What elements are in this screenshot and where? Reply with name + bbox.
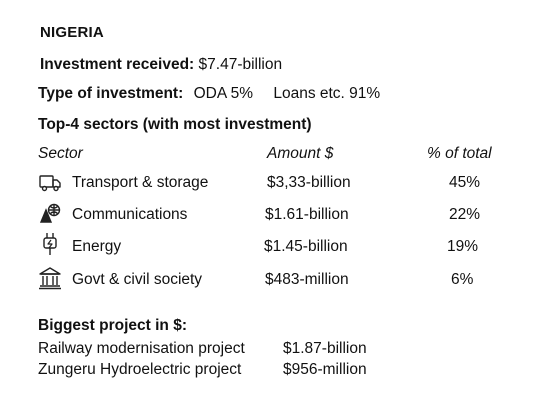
sectors-heading: Top-4 sectors (with most investment) — [38, 116, 312, 133]
government-building-icon — [38, 266, 62, 290]
column-header-sector: Sector — [38, 145, 83, 162]
loans-share: Loans etc. 91% — [273, 85, 381, 102]
oda-share: ODA 5% — [193, 85, 254, 102]
project-name: Railway modernisation project — [38, 340, 245, 357]
sector-percent: 22% — [449, 206, 481, 223]
investment-received-label: Investment received: — [40, 56, 195, 73]
column-header-percent: % of total — [427, 145, 492, 162]
project-name: Zungeru Hydroelectric project — [38, 361, 242, 378]
project-amount: $956-million — [283, 361, 367, 378]
sector-name: Govt & civil society — [72, 271, 203, 288]
country-title: NIGERIA — [40, 24, 104, 41]
sector-name: Communications — [72, 206, 188, 223]
sector-amount: $3,33-billion — [267, 174, 351, 191]
sector-amount: $1.61-billion — [265, 206, 349, 223]
plug-icon — [38, 232, 62, 256]
truck-icon — [38, 170, 62, 194]
biggest-project-heading: Biggest project in $: — [38, 317, 187, 334]
column-header-amount: Amount $ — [267, 145, 334, 162]
sector-percent: 19% — [447, 238, 479, 255]
sector-name: Transport & storage — [72, 174, 209, 191]
communications-icon — [38, 202, 62, 226]
project-amount: $1.87-billion — [283, 340, 367, 357]
investment-received-value: $7.47-billion — [198, 56, 283, 73]
sector-percent: 45% — [449, 174, 481, 191]
sector-amount: $483-million — [265, 271, 349, 288]
sector-amount: $1.45-billion — [264, 238, 348, 255]
type-of-investment-label: Type of investment: — [38, 85, 184, 102]
type-of-investment-row: Type of investment: ODA 5% Loans etc. 91… — [38, 85, 380, 103]
investment-received-row: Investment received: $7.47-billion — [40, 56, 282, 74]
sector-name: Energy — [72, 238, 122, 255]
sector-percent: 6% — [451, 271, 474, 288]
